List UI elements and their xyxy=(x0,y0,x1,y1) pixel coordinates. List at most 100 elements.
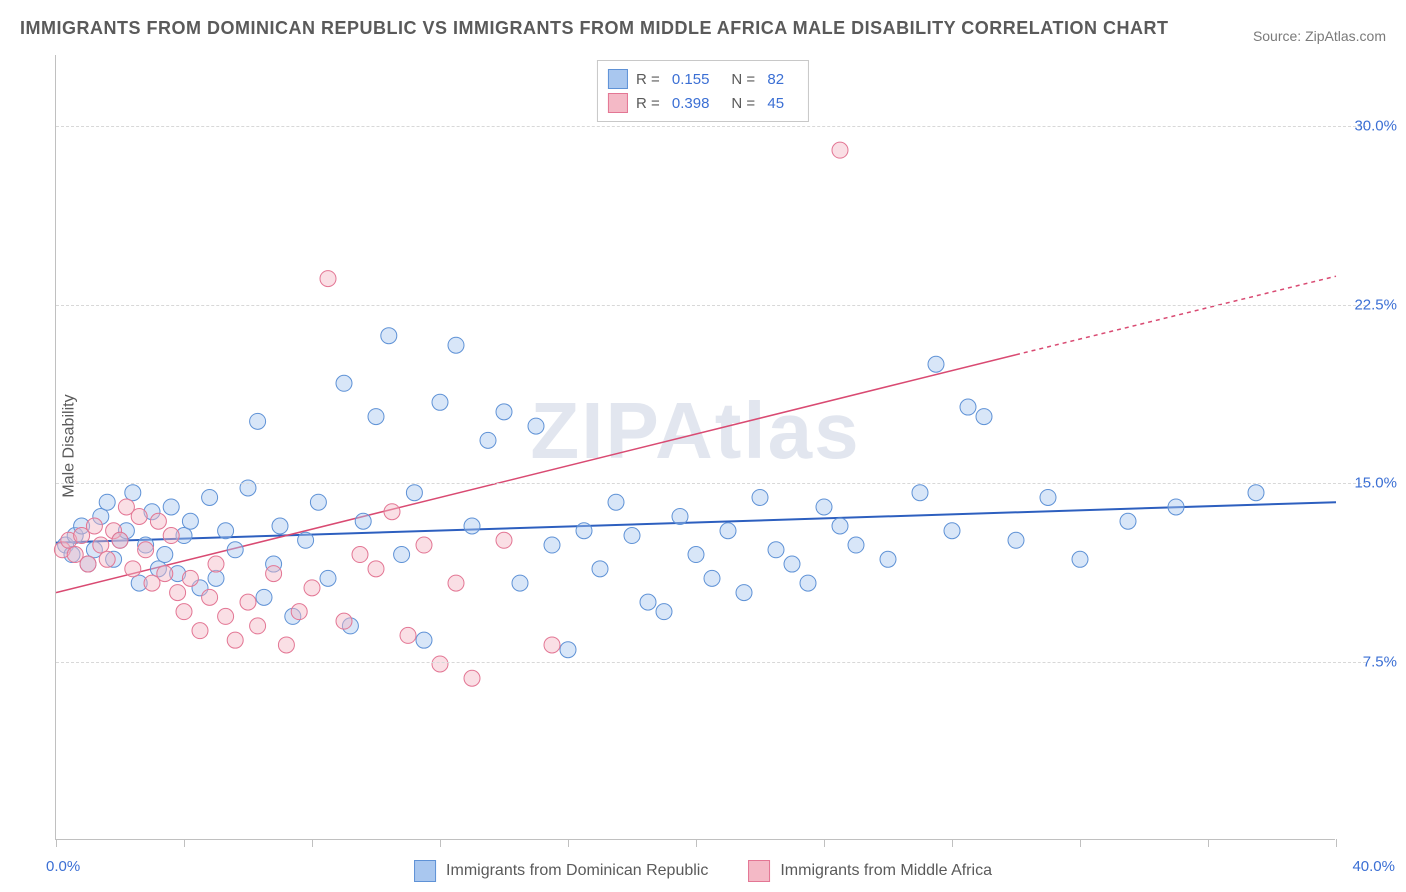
scatter-point xyxy=(720,523,736,539)
scatter-point xyxy=(368,409,384,425)
scatter-point xyxy=(960,399,976,415)
scatter-point xyxy=(768,542,784,558)
legend-swatch xyxy=(748,860,770,882)
legend-swatch xyxy=(414,860,436,882)
scatter-point xyxy=(157,547,173,563)
scatter-point xyxy=(182,570,198,586)
scatter-point xyxy=(448,337,464,353)
scatter-point xyxy=(560,642,576,658)
scatter-point xyxy=(800,575,816,591)
scatter-point xyxy=(368,561,384,577)
scatter-point xyxy=(624,528,640,544)
scatter-point xyxy=(832,142,848,158)
scatter-point xyxy=(336,375,352,391)
scatter-point xyxy=(202,589,218,605)
scatter-point xyxy=(592,561,608,577)
x-min-label: 0.0% xyxy=(46,858,80,875)
y-tick-label: 22.5% xyxy=(1354,296,1397,313)
scatter-point xyxy=(432,394,448,410)
y-tick-label: 15.0% xyxy=(1354,475,1397,492)
scatter-point xyxy=(448,575,464,591)
scatter-point xyxy=(406,485,422,501)
scatter-point xyxy=(1072,551,1088,567)
x-tick xyxy=(824,839,825,847)
chart-svg xyxy=(56,55,1335,839)
scatter-point xyxy=(608,494,624,510)
scatter-point xyxy=(928,356,944,372)
x-tick xyxy=(56,839,57,847)
scatter-point xyxy=(157,566,173,582)
legend-stats-row: R = 0.398 N = 45 xyxy=(608,91,798,115)
scatter-point xyxy=(400,627,416,643)
scatter-point xyxy=(125,485,141,501)
scatter-point xyxy=(496,532,512,548)
scatter-point xyxy=(394,547,410,563)
scatter-point xyxy=(1168,499,1184,515)
scatter-point xyxy=(218,608,234,624)
scatter-point xyxy=(736,585,752,601)
scatter-point xyxy=(304,580,320,596)
scatter-point xyxy=(944,523,960,539)
scatter-point xyxy=(784,556,800,572)
scatter-point xyxy=(336,613,352,629)
scatter-point xyxy=(266,566,282,582)
scatter-point xyxy=(320,570,336,586)
scatter-point xyxy=(170,585,186,601)
source-text: Source: ZipAtlas.com xyxy=(1253,28,1386,44)
scatter-point xyxy=(688,547,704,563)
scatter-point xyxy=(163,499,179,515)
x-tick xyxy=(1208,839,1209,847)
scatter-point xyxy=(416,537,432,553)
scatter-point xyxy=(752,489,768,505)
x-tick xyxy=(312,839,313,847)
scatter-point xyxy=(704,570,720,586)
scatter-point xyxy=(355,513,371,529)
legend-swatch xyxy=(608,93,628,113)
scatter-point xyxy=(163,528,179,544)
chart-title: IMMIGRANTS FROM DOMINICAN REPUBLIC VS IM… xyxy=(20,18,1168,39)
legend-n-key: N = xyxy=(731,95,759,112)
gridline-h xyxy=(56,126,1366,127)
scatter-point xyxy=(227,542,243,558)
x-tick xyxy=(696,839,697,847)
scatter-point xyxy=(464,670,480,686)
scatter-point xyxy=(352,547,368,563)
scatter-point xyxy=(150,513,166,529)
scatter-point xyxy=(291,604,307,620)
scatter-point xyxy=(1248,485,1264,501)
trend-line-dash xyxy=(1016,276,1336,354)
scatter-point xyxy=(298,532,314,548)
legend-r-key: R = xyxy=(636,95,664,112)
scatter-point xyxy=(93,537,109,553)
scatter-point xyxy=(310,494,326,510)
legend-r-value: 0.155 xyxy=(672,71,710,88)
scatter-point xyxy=(1040,489,1056,505)
scatter-point xyxy=(176,604,192,620)
scatter-point xyxy=(202,489,218,505)
scatter-point xyxy=(432,656,448,672)
trend-line xyxy=(56,502,1336,542)
scatter-point xyxy=(464,518,480,534)
scatter-point xyxy=(131,508,147,524)
scatter-point xyxy=(381,328,397,344)
scatter-point xyxy=(182,513,198,529)
scatter-point xyxy=(544,537,560,553)
scatter-point xyxy=(976,409,992,425)
scatter-point xyxy=(208,556,224,572)
legend-stats-row: R = 0.155 N = 82 xyxy=(608,67,798,91)
scatter-point xyxy=(86,518,102,534)
scatter-point xyxy=(125,561,141,577)
plot-area: ZIPAtlas 0.0% 40.0% 7.5%15.0%22.5%30.0% xyxy=(55,55,1335,840)
trend-line xyxy=(56,355,1016,593)
x-tick xyxy=(1080,839,1081,847)
scatter-point xyxy=(544,637,560,653)
legend-r-value: 0.398 xyxy=(672,95,710,112)
scatter-point xyxy=(512,575,528,591)
scatter-point xyxy=(480,432,496,448)
legend-n-value: 45 xyxy=(767,95,784,112)
x-tick xyxy=(184,839,185,847)
x-tick xyxy=(568,839,569,847)
scatter-point xyxy=(80,556,96,572)
y-tick-label: 7.5% xyxy=(1363,653,1397,670)
scatter-point xyxy=(227,632,243,648)
